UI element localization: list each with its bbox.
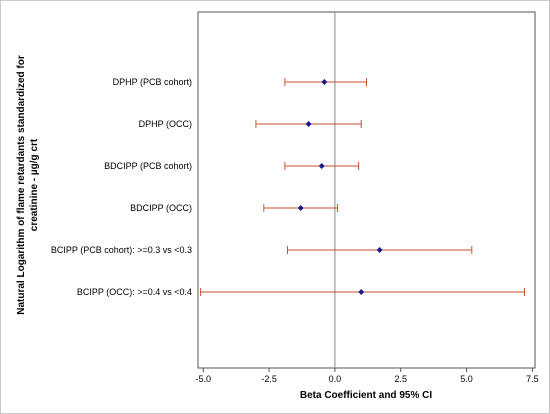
point-estimate [305, 121, 312, 127]
y-axis-title-line-1: Natural Logarithm of flame retardants st… [16, 55, 27, 315]
row-label: BCIPP (OCC): >=0.4 vs <0.4 [77, 287, 192, 297]
point-estimate [376, 247, 383, 253]
forest-row: BCIPP (PCB cohort): >=0.3 vs <0.3 [51, 245, 473, 255]
forest-row: DPHP (OCC) [139, 119, 362, 129]
point-estimate [297, 205, 304, 211]
point-estimate [321, 79, 328, 85]
point-estimate [358, 289, 365, 295]
x-axis-title: Beta Coefficient and 95% CI [300, 390, 432, 401]
x-tick-label: 2.5 [394, 374, 407, 384]
forest-row: BCIPP (OCC): >=0.4 vs <0.4 [77, 287, 525, 297]
x-tick-label: -5.0 [196, 374, 212, 384]
forest-row: DPHP (PCB cohort) [113, 77, 367, 87]
row-label: BDCIPP (PCB cohort) [104, 161, 192, 171]
y-axis-title-line-2: creatinine - µg/g crt [29, 138, 40, 231]
row-label: BCIPP (PCB cohort): >=0.3 vs <0.3 [51, 245, 192, 255]
forest-row: BDCIPP (OCC) [130, 203, 339, 213]
forest-row: BDCIPP (PCB cohort) [104, 161, 360, 171]
row-label: BDCIPP (OCC) [130, 203, 192, 213]
x-tick-label: -2.5 [261, 374, 277, 384]
x-tick-label: 0.0 [329, 374, 342, 384]
x-tick-label: 7.5 [526, 374, 539, 384]
x-tick-label: 5.0 [460, 374, 473, 384]
point-estimate [318, 163, 325, 169]
row-label: DPHP (OCC) [139, 119, 192, 129]
y-axis-title: Natural Logarithm of flame retardants st… [16, 55, 40, 315]
plot-area [197, 11, 536, 369]
row-label: DPHP (PCB cohort) [113, 77, 192, 87]
